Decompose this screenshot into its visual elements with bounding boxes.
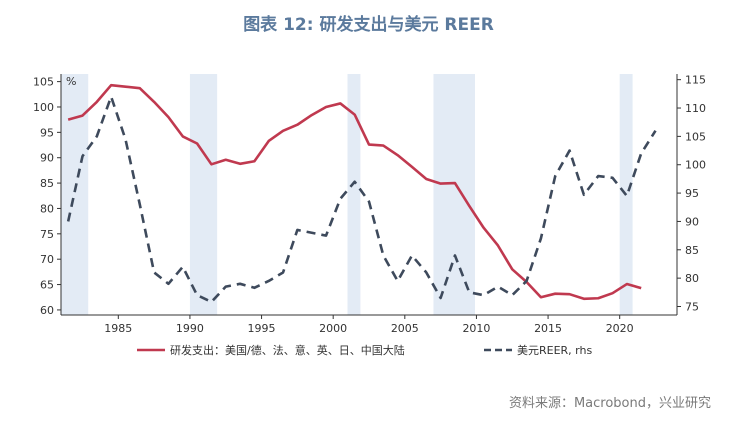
y-left-tick-label: 65 <box>40 279 54 292</box>
y-left-tick-label: 60 <box>40 304 54 317</box>
y-right-tick-label: 90 <box>685 215 699 228</box>
y-left-tick-label: 105 <box>33 76 54 89</box>
legend-label: 美元REER, rhs <box>517 344 592 357</box>
shaded-period <box>189 74 218 315</box>
series-line-0 <box>67 83 642 301</box>
shaded-period <box>347 74 361 315</box>
x-tick-label: 1990 <box>176 322 204 335</box>
x-tick-label: 2020 <box>606 322 634 335</box>
y-right-tick-label: 110 <box>685 102 706 115</box>
y-left-tick-label: 80 <box>40 202 54 215</box>
shaded-period <box>61 74 89 315</box>
y-right-tick-label: 80 <box>685 272 699 285</box>
x-tick-label: 2005 <box>391 322 419 335</box>
y-right-tick-label: 75 <box>685 300 699 313</box>
x-tick-label: 2000 <box>319 322 347 335</box>
y-left-tick-label: 90 <box>40 152 54 165</box>
legend-label: 研发支出：美国/德、法、意、英、日、中国大陆 <box>170 343 405 357</box>
y-left-tick-label: 100 <box>33 101 54 114</box>
y-right-tick-label: 85 <box>685 244 699 257</box>
y-left-tick-label: 70 <box>40 253 54 266</box>
y-right-tick-label: 95 <box>685 187 699 200</box>
y-right-tick-label: 105 <box>685 130 706 143</box>
y-right-tick-label: 115 <box>685 74 706 87</box>
x-tick-label: 1985 <box>104 322 132 335</box>
series-line-1 <box>66 95 657 304</box>
left-unit-label: % <box>66 75 76 88</box>
x-tick-label: 2015 <box>534 322 562 335</box>
source-note: 资料来源：Macrobond，兴业研究 <box>508 396 711 411</box>
x-tick-label: 1995 <box>248 322 276 335</box>
x-tick-label: 2010 <box>462 322 490 335</box>
chart-title: 图表 12: 研发支出与美元 REER <box>243 15 494 35</box>
y-left-tick-label: 85 <box>40 177 54 190</box>
y-left-tick-label: 95 <box>40 126 54 139</box>
shaded-period <box>433 74 476 315</box>
y-left-tick-label: 75 <box>40 228 54 241</box>
y-right-tick-label: 100 <box>685 159 706 172</box>
